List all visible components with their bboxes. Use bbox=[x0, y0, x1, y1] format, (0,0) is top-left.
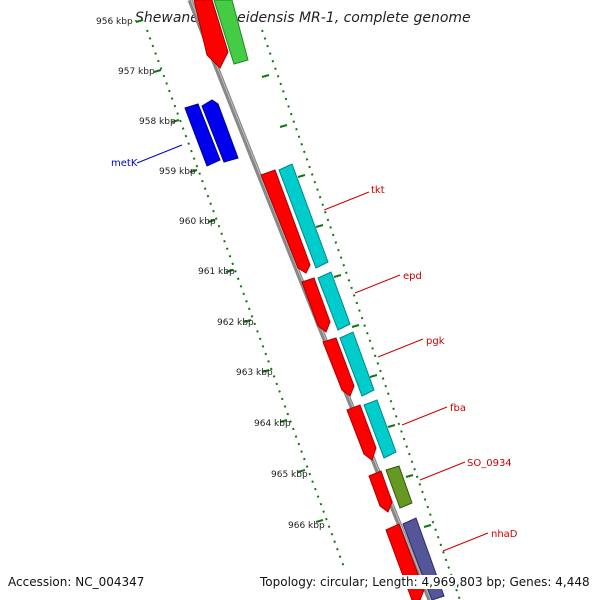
tkt-leader-line bbox=[323, 191, 370, 211]
scale-ticks-right bbox=[261, 74, 432, 528]
kbp-label: 965 kbp bbox=[271, 470, 308, 480]
gene-pgk-red[interactable] bbox=[322, 337, 355, 397]
kbp-label: 966 kbp bbox=[288, 521, 325, 531]
SO_0934-leader-line bbox=[419, 461, 466, 481]
gene-label-pgk[interactable]: pgk bbox=[426, 336, 445, 347]
kbp-label: 964 kbp bbox=[254, 419, 291, 429]
kbp-label: 956 kbp bbox=[96, 17, 133, 27]
nhaD-leader-line bbox=[442, 532, 489, 552]
gene-SO_0934-red[interactable] bbox=[368, 470, 393, 513]
gene-SO_0934-olive[interactable] bbox=[385, 465, 413, 509]
map-title: Shewanella oneidensis MR-1, complete gen… bbox=[135, 10, 471, 26]
kbp-label: 959 kbp bbox=[159, 167, 196, 177]
kbp-label: 958 kbp bbox=[139, 117, 176, 127]
kbp-label: 957 kbp bbox=[118, 67, 155, 77]
gene-epd-cyan[interactable] bbox=[317, 271, 351, 331]
gene-fba-red[interactable] bbox=[346, 404, 377, 461]
kbp-label: 962 kbp bbox=[217, 318, 254, 328]
gene-label-SO_0934[interactable]: SO_0934 bbox=[467, 458, 512, 469]
gene-pgk-cyan[interactable] bbox=[339, 331, 375, 397]
scale-ticks-left bbox=[135, 19, 324, 523]
gene-label-fba[interactable]: fba bbox=[450, 403, 466, 414]
fba-leader-line bbox=[401, 406, 448, 426]
gene-label-epd[interactable]: epd bbox=[403, 271, 422, 282]
kbp-label: 960 kbp bbox=[179, 217, 216, 227]
gene-metK-1[interactable] bbox=[184, 103, 221, 167]
gene-tkt-red[interactable] bbox=[260, 169, 311, 274]
gene-red-top[interactable] bbox=[193, 0, 229, 69]
kbp-label: 963 kbp bbox=[236, 368, 273, 378]
gene-epd-red[interactable] bbox=[301, 277, 331, 333]
kbp-label: 961 kbp bbox=[198, 267, 235, 277]
accession-label: Accession: NC_004347 bbox=[8, 575, 145, 589]
topology-label: Topology: circular; Length: 4,969,803 bp… bbox=[260, 575, 590, 589]
gene-label-nhaD[interactable]: nhaD bbox=[491, 529, 518, 540]
gene-tkt-cyan[interactable] bbox=[278, 163, 329, 269]
pgk-leader-line bbox=[377, 338, 424, 358]
scale-dotted-line-right bbox=[261, 29, 461, 600]
gene-label-tkt[interactable]: tkt bbox=[371, 185, 385, 196]
gene-metK-2[interactable] bbox=[201, 99, 239, 163]
gene-green-top[interactable] bbox=[213, 0, 249, 65]
epd-leader-line bbox=[354, 274, 401, 294]
gene-label-metK[interactable]: metK bbox=[111, 158, 138, 169]
gene-fba-cyan[interactable] bbox=[363, 399, 397, 459]
metK-leader-line bbox=[136, 144, 183, 164]
